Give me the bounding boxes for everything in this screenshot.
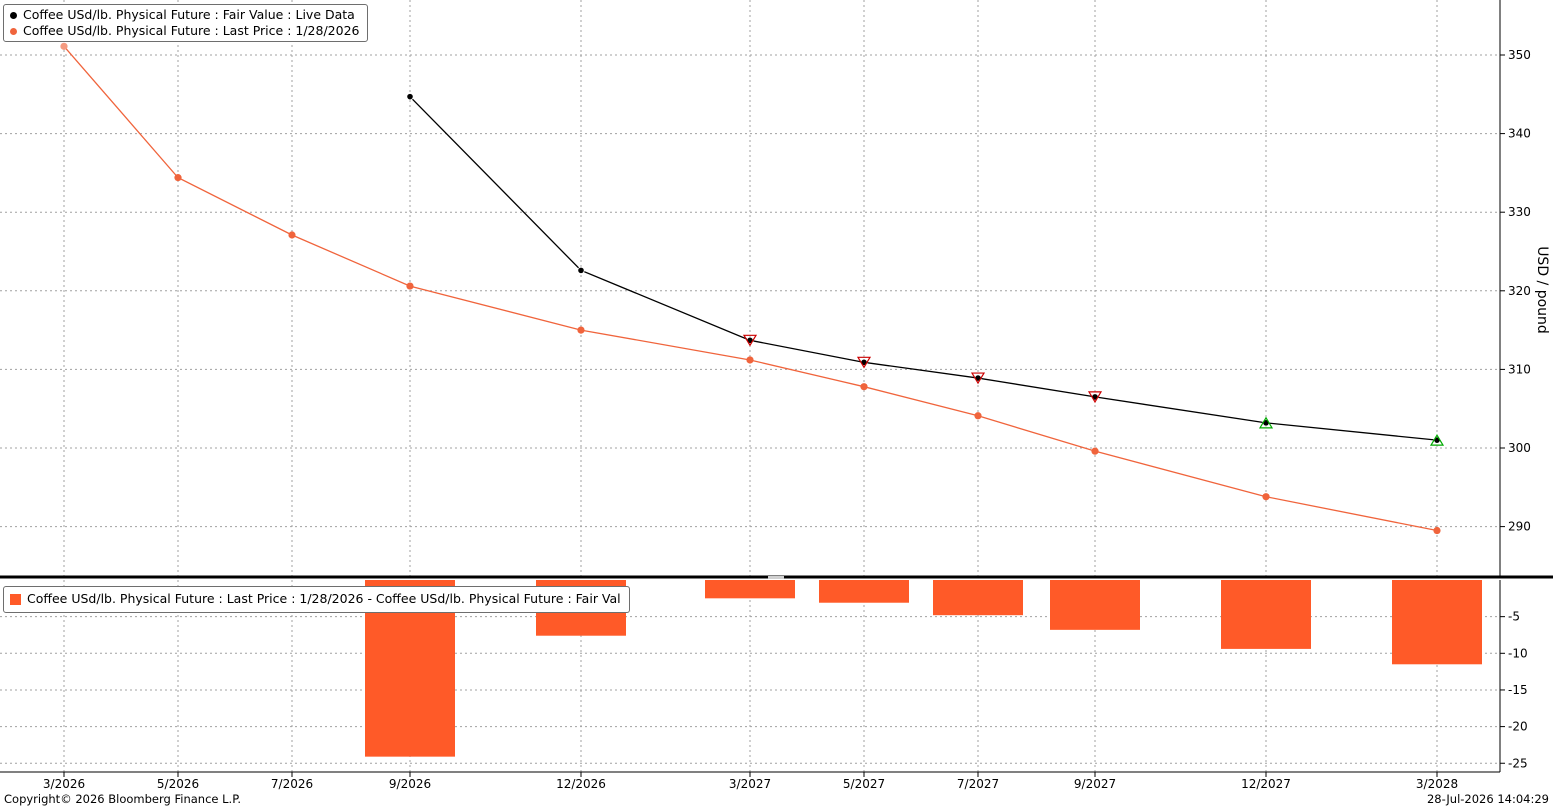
triangle-up-marker (1429, 433, 1445, 446)
bar-7-2027 (933, 580, 1023, 616)
y-tick-label-bottom: -10 (1508, 646, 1528, 660)
point-last-price-9-2026 (406, 282, 414, 290)
legend-swatch-difference (10, 593, 21, 605)
line-fair-value (409, 96, 1438, 441)
triangle-down-marker (1087, 391, 1103, 404)
point-last-price-5-2027 (860, 383, 868, 391)
triangle-down-marker (742, 334, 758, 347)
point-last-price-12-2026 (577, 326, 585, 334)
line-last-price (63, 45, 1438, 532)
y-tick-label-bottom: -20 (1508, 720, 1528, 734)
series-markers (60, 42, 1445, 535)
axes (0, 0, 1553, 777)
legend-item-last-price: Coffee USd/lb. Physical Future : Last Pr… (10, 23, 359, 39)
series-lines (63, 45, 1438, 532)
bar-12-2027 (1221, 580, 1311, 649)
legend-item-fair-value: Coffee USd/lb. Physical Future : Fair Va… (10, 7, 359, 23)
x-tick-label: 3/2026 (43, 777, 85, 791)
x-tick-label: 7/2026 (271, 777, 313, 791)
legend-swatch-last-price (10, 27, 17, 35)
point-last-price-7-2027 (974, 412, 982, 420)
y-tick-label-top: 300 (1508, 441, 1531, 455)
x-tick-label: 7/2027 (957, 777, 999, 791)
tick-labels: 290 300 310 320 330 340 350 -5 -10 -15 -20 -25 3/202… (43, 48, 1550, 791)
footer-copyright: Copyright© 2026 Bloomberg Finance L.P. (4, 792, 241, 806)
point-last-price-12-2027 (1262, 493, 1270, 501)
y-tick-label-top: 290 (1508, 520, 1531, 534)
point-last-price-3-2028 (1433, 526, 1441, 535)
legend-label-last-price: Coffee USd/lb. Physical Future : Last Pr… (23, 23, 360, 38)
grid (0, 0, 1500, 772)
bottom-panel-legend: Coffee USd/lb. Physical Future : Last Pr… (3, 586, 630, 613)
triangle-down-marker (970, 372, 986, 385)
y-tick-label-bottom: -15 (1508, 683, 1528, 697)
x-tick-label: 9/2027 (1074, 777, 1116, 791)
y-tick-label-top: 350 (1508, 48, 1531, 62)
x-tick-label: 9/2026 (389, 777, 431, 791)
bar-3-2027 (705, 580, 795, 599)
point-fair-value-12-2026 (577, 266, 585, 274)
point-last-price-3-2026 (60, 42, 68, 50)
bar-5-2027 (819, 580, 909, 603)
y-tick-label-top: 330 (1508, 205, 1531, 219)
point-last-price-3-2027 (746, 356, 754, 364)
point-last-price-5-2026 (174, 174, 182, 182)
x-tick-label: 12/2026 (556, 777, 606, 791)
bar-3-2028 (1392, 580, 1482, 665)
footer-timestamp: 28-Jul-2026 14:04:29 (1426, 792, 1549, 806)
triangle-down-marker (856, 356, 872, 369)
x-tick-label: 12/2027 (1241, 777, 1291, 791)
y-tick-label-top: 340 (1508, 127, 1531, 141)
x-tick-label: 5/2026 (157, 777, 199, 791)
top-panel-legend: Coffee USd/lb. Physical Future : Fair Va… (3, 4, 369, 42)
point-last-price-9-2027 (1091, 447, 1099, 455)
x-tick-label: 3/2028 (1416, 777, 1458, 791)
divider-handle (768, 576, 784, 579)
legend-label-fair-value: Coffee USd/lb. Physical Future : Fair Va… (23, 7, 355, 22)
legend-item-difference: Coffee USd/lb. Physical Future : Last Pr… (10, 591, 621, 607)
y-tick-label-top: 310 (1508, 362, 1531, 376)
y-tick-label-bottom: -5 (1508, 610, 1520, 624)
y-axis-label: USD / pound (1534, 246, 1550, 334)
y-tick-label-top: 320 (1508, 284, 1531, 298)
x-tick-label: 5/2027 (843, 777, 885, 791)
x-tick-label: 3/2027 (729, 777, 771, 791)
point-last-price-7-2026 (288, 231, 296, 239)
legend-swatch-fair-value (10, 11, 17, 19)
bar-9-2027 (1050, 580, 1140, 630)
point-fair-value-9-2026 (406, 93, 414, 101)
y-tick-label-bottom: -25 (1508, 756, 1528, 770)
legend-label-difference: Coffee USd/lb. Physical Future : Last Pr… (27, 591, 621, 606)
triangle-up-marker (1258, 416, 1274, 429)
